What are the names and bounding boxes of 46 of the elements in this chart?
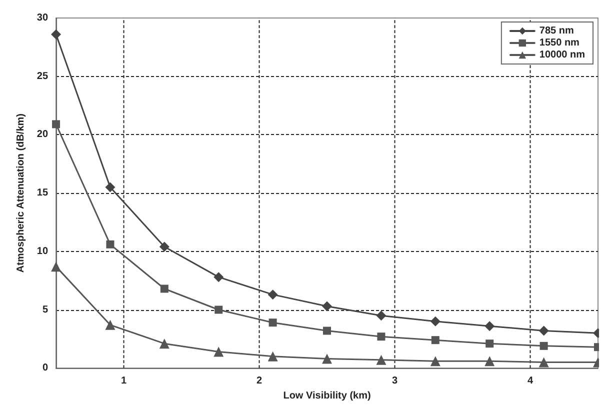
point <box>268 351 278 362</box>
point <box>484 321 495 332</box>
y-axis-title: Atmospheric Attenuation (dB/km) <box>16 114 26 273</box>
x-axis-title: Low Visibility (km) <box>283 390 371 402</box>
point <box>159 338 170 349</box>
point <box>484 356 495 366</box>
y-tick-label: 25 <box>36 70 48 82</box>
point <box>214 346 224 357</box>
point <box>486 340 494 348</box>
point <box>431 336 440 344</box>
point <box>430 316 440 326</box>
legend-label: 785 nm <box>539 26 574 36</box>
legend-label: 10000 nm <box>539 50 586 60</box>
point <box>52 120 60 128</box>
point <box>106 240 114 248</box>
point <box>268 318 277 327</box>
point <box>323 326 332 335</box>
y-tick-label: 20 <box>36 129 48 140</box>
x-tick-label: 2 <box>256 376 262 387</box>
point <box>538 357 549 368</box>
x-tick-label: 4 <box>527 376 534 387</box>
point <box>268 290 278 300</box>
x-tick-label: 3 <box>392 376 398 387</box>
point <box>322 301 332 312</box>
y-tick-label: 30 <box>36 12 48 24</box>
point <box>376 354 386 365</box>
point <box>540 342 548 350</box>
legend-label: 1550 nm <box>539 38 580 48</box>
point <box>538 326 549 336</box>
point <box>214 272 224 282</box>
point <box>377 332 386 341</box>
point <box>159 242 170 252</box>
point <box>51 262 62 272</box>
point <box>322 354 332 364</box>
point <box>105 182 116 192</box>
point <box>214 306 223 314</box>
point <box>160 284 168 293</box>
x-tick-label: 1 <box>120 376 127 387</box>
point <box>430 356 440 366</box>
point <box>376 310 386 321</box>
point <box>51 29 62 40</box>
y-tick-label: 10 <box>36 246 48 257</box>
y-tick-label: 5 <box>42 304 48 316</box>
y-tick-label: 0 <box>42 362 48 374</box>
y-tick-label: 15 <box>36 188 48 199</box>
point <box>105 320 116 330</box>
